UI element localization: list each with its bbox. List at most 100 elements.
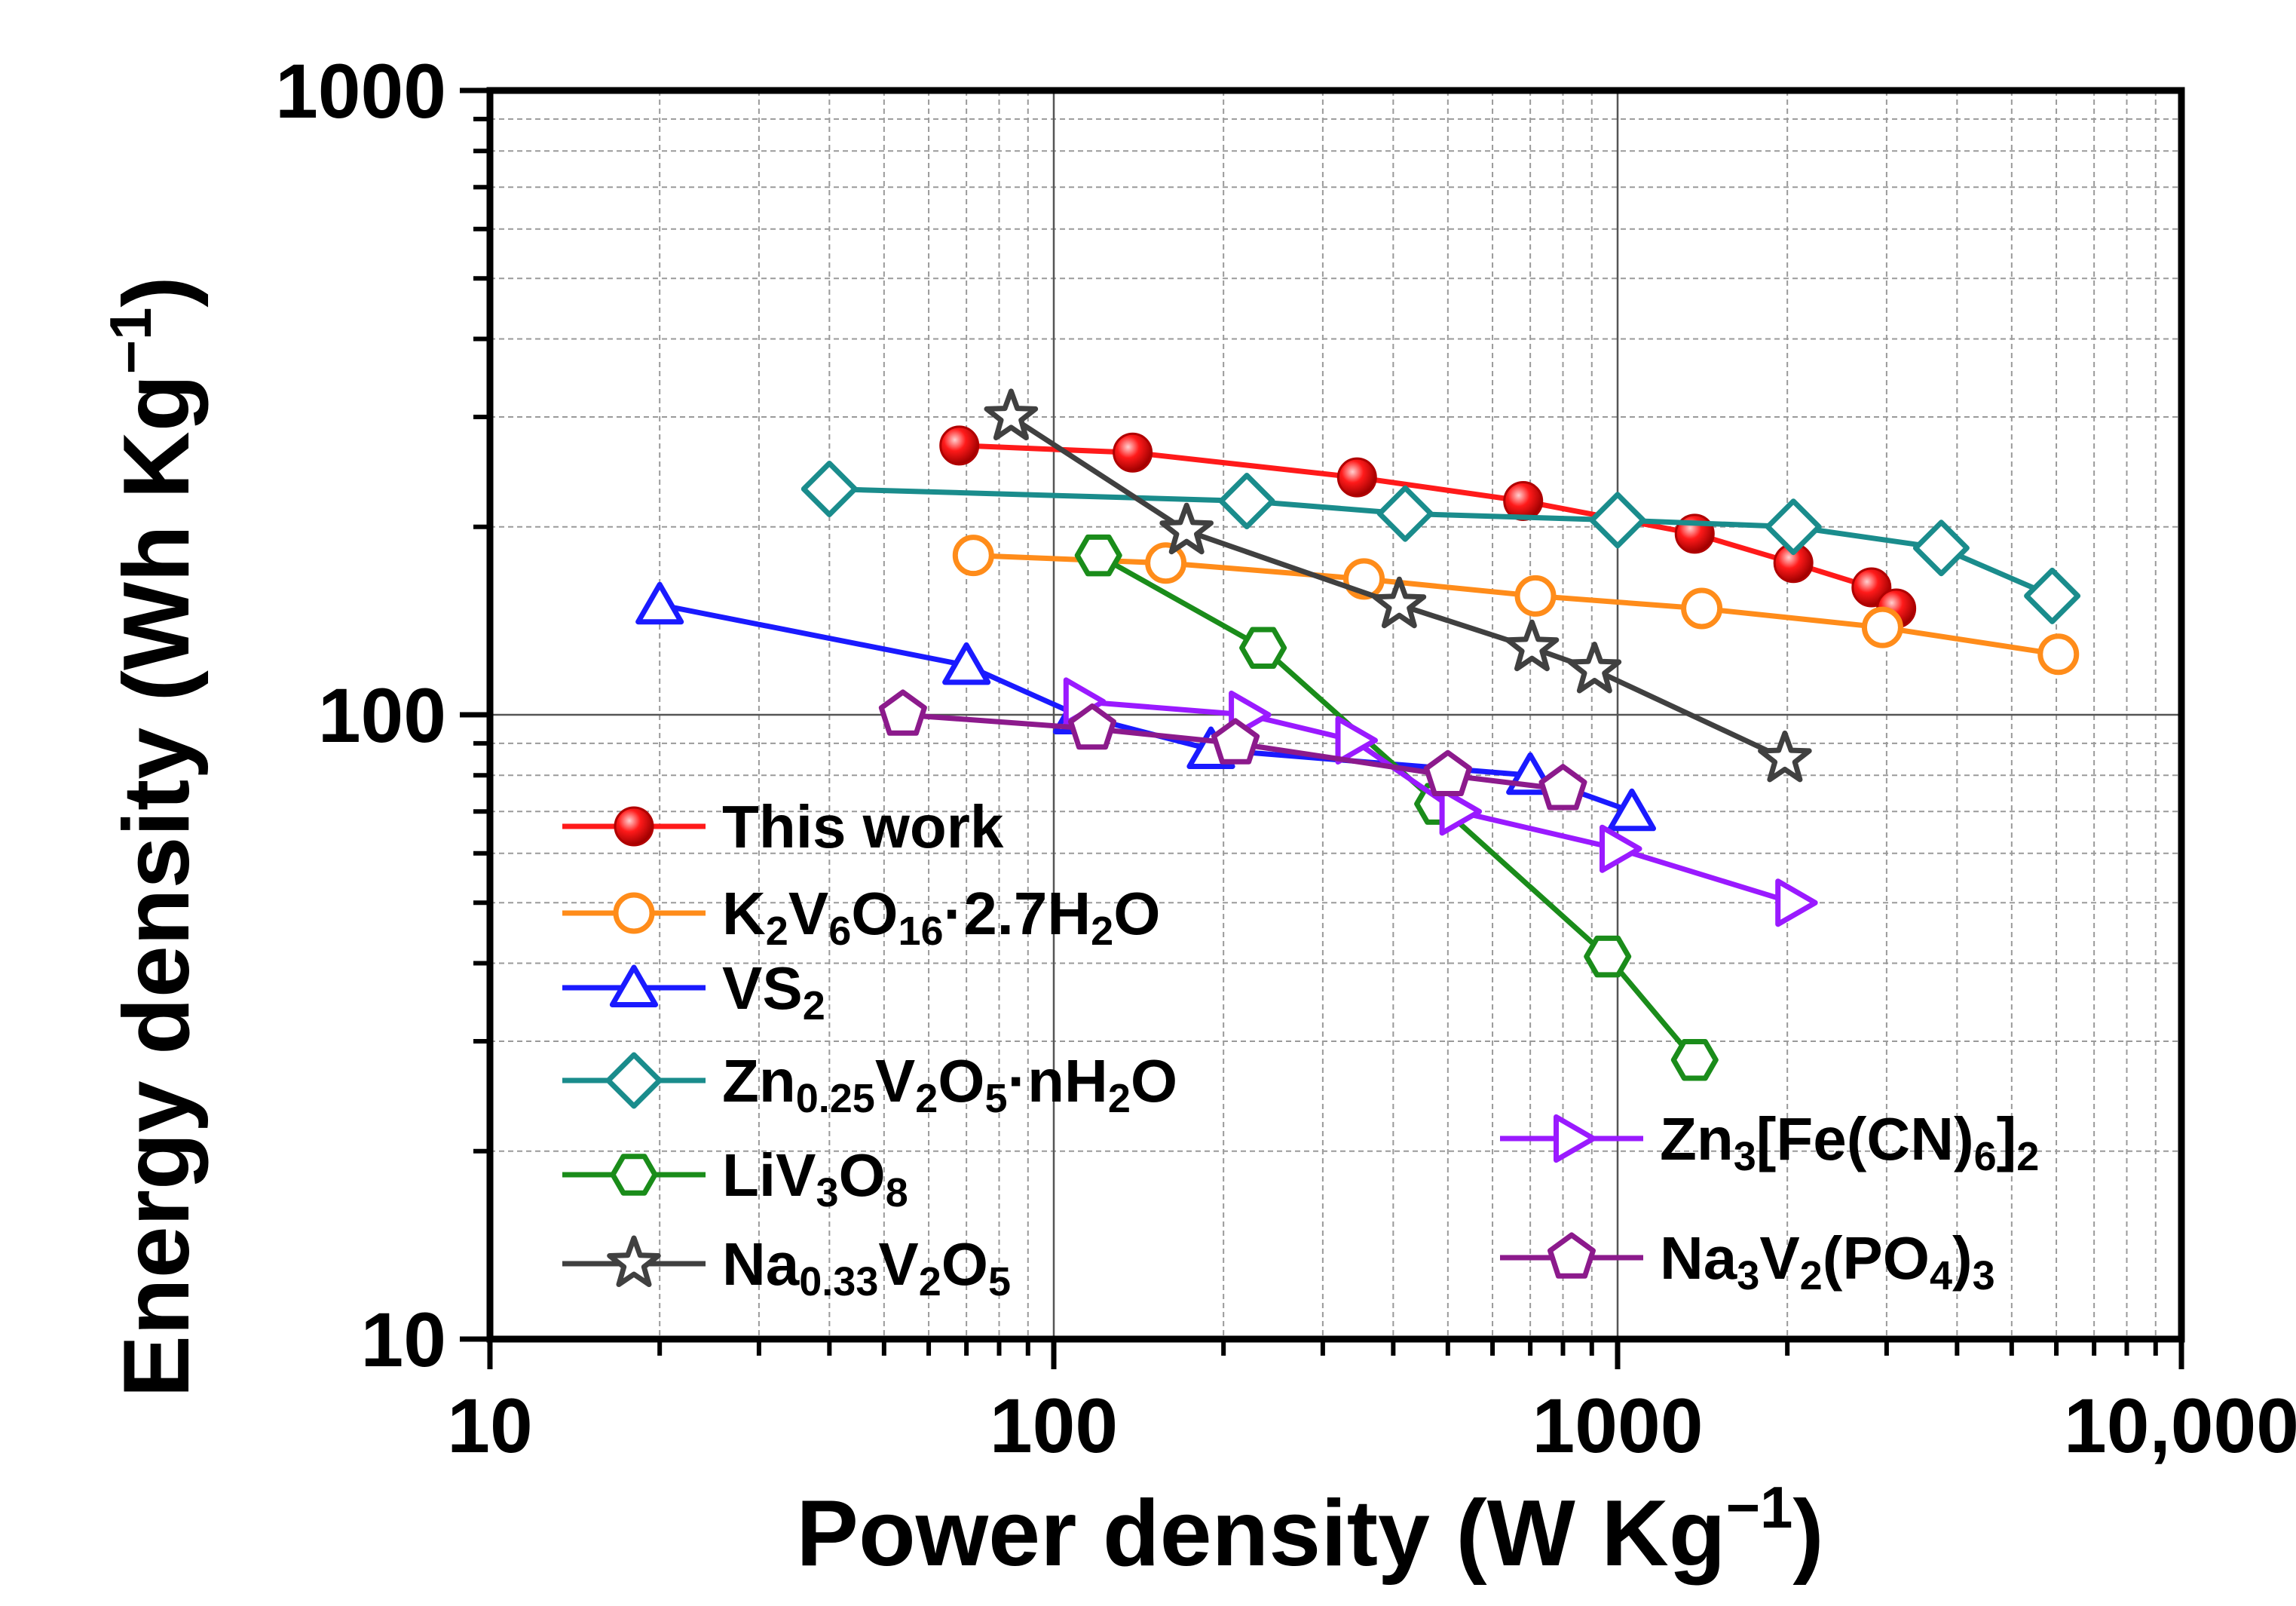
legend-item: Zn0.25V2O5·nH2O [562, 1047, 1177, 1121]
series-0-point [1336, 457, 1377, 498]
series-7-point [1068, 703, 1116, 750]
legend-label-part: 2 [1800, 1253, 1823, 1298]
series-3-point [2024, 567, 2081, 624]
y-axis-title-main: Energy density (Wh Kg [105, 375, 209, 1398]
legend-label-part: O [938, 1047, 984, 1114]
legend-label-part: 2 [1108, 1076, 1131, 1121]
series-1-point [1514, 575, 1557, 617]
legend-item: Zn3[Fe(CN)6]2 [1500, 1105, 2039, 1179]
series-6-point [1600, 824, 1642, 873]
series-3 [801, 461, 2081, 624]
legend-label-part: 0.33 [799, 1259, 878, 1304]
legend-label-part: K [722, 880, 766, 947]
y-tick-label: 1000 [275, 48, 446, 134]
legend-label-part: 3 [1737, 1253, 1759, 1298]
x-tick-label: 100 [990, 1383, 1118, 1469]
legend-sample-marker [605, 1052, 663, 1109]
series-4-point [1584, 935, 1632, 978]
series-7-point [1211, 718, 1260, 765]
legend-label-part: VS [722, 955, 803, 1022]
legend-label-part: 0.25 [796, 1076, 875, 1121]
legend-label-part: (PO [1823, 1224, 1930, 1292]
series-layer [635, 388, 2081, 1081]
legend-sample-marker [607, 1235, 661, 1287]
legend-label-part: [Fe(CN) [1756, 1105, 1974, 1172]
series-1-point [2037, 633, 2080, 676]
series-1 [952, 535, 2080, 676]
series-4-point [1239, 627, 1287, 669]
series-0-point [939, 425, 980, 466]
series-7 [878, 689, 1587, 811]
series-6-line [1081, 699, 1795, 906]
legend-label: LiV3O8 [722, 1142, 908, 1215]
y-tick-label: 100 [318, 673, 446, 759]
legend-label-part: 2 [1091, 909, 1113, 954]
legend-label: This work [722, 793, 1004, 860]
legend-label-part: O [941, 1231, 988, 1298]
legend-label-part: 16 [898, 909, 943, 954]
series-3-point [1218, 473, 1275, 529]
legend-item: VS2 [562, 955, 825, 1028]
legend-item: Na0.33V2O5 [562, 1231, 1011, 1304]
legend-label-part: 5 [984, 1076, 1007, 1121]
axes: 10 100 1000 10,000 10 100 1000 [275, 48, 2296, 1469]
legend-label: VS2 [722, 955, 825, 1028]
legend-label-part: 2 [2016, 1134, 2039, 1179]
x-tick-label: 1000 [1532, 1383, 1704, 1469]
legend-label-part: O [839, 1142, 886, 1209]
legend-label-part: ·nH [1008, 1047, 1108, 1114]
series-2-point [1607, 788, 1656, 832]
legend-label-part: 4 [1930, 1253, 1952, 1298]
series-5-point [1159, 502, 1214, 555]
legend-label-part: 6 [828, 909, 851, 954]
legend-item: This work [562, 793, 1004, 860]
series-3-point [1376, 485, 1434, 542]
series-1-point [952, 535, 994, 577]
legend-label-part: O [1131, 1047, 1177, 1114]
series-5-point [1758, 730, 1812, 783]
legend-label: Zn0.25V2O5·nH2O [722, 1047, 1177, 1121]
series-0-point [1503, 480, 1544, 521]
legend-label-part: V [878, 1231, 918, 1298]
legend-sample-marker [614, 806, 654, 847]
series-3-point [1912, 519, 1970, 577]
legend-label-part: Na [1660, 1224, 1737, 1292]
legend-label-part: Zn [1660, 1105, 1734, 1172]
series-4-point [1670, 1039, 1719, 1081]
series-6-point [1335, 716, 1378, 765]
legend-sample-marker [613, 892, 655, 934]
y-axis-title: Energy density (Wh Kg−1) [97, 276, 209, 1397]
legend-label-part: ·2.7H [944, 880, 1091, 947]
series-3-point [801, 461, 858, 517]
legend-label-part: 6 [1974, 1134, 1997, 1179]
legend-label-part: 2 [766, 909, 788, 954]
legend-label-part: ] [1997, 1105, 2017, 1172]
legend-label: Na3V2(PO4)3 [1660, 1224, 1995, 1298]
legend-sample-marker [1554, 1114, 1596, 1163]
series-6-point [1439, 787, 1483, 836]
legend-sample-marker [1548, 1232, 1596, 1279]
y-tick-label: 10 [361, 1297, 446, 1383]
legend-label-part: 2 [915, 1076, 938, 1121]
series-5-point [1505, 619, 1560, 672]
series-1-point [1681, 587, 1723, 630]
legend-label-part: 3 [1734, 1134, 1756, 1179]
series-0-point [1113, 432, 1153, 473]
legend-label-part: 3 [1973, 1253, 1995, 1298]
series-7-point [1538, 764, 1587, 811]
legend-label-part: 2 [919, 1259, 941, 1304]
legend: This workK2V6O16·2.7H2OVS2Zn0.25V2O5·nH2… [562, 793, 2039, 1304]
legend-label-part: O [1113, 880, 1160, 947]
legend-item: Na3V2(PO4)3 [1500, 1224, 1995, 1298]
x-axis-title-sup: −1 [1725, 1474, 1792, 1540]
series-0 [939, 425, 1917, 629]
series-2-point [942, 642, 991, 685]
legend-label: K2V6O16·2.7H2O [722, 880, 1160, 954]
legend-label-part: ) [1952, 1224, 1973, 1292]
legend-label-part: 2 [803, 983, 825, 1028]
x-tick-label: 10,000 [2064, 1383, 2296, 1469]
series-4-point [1074, 534, 1122, 577]
series-6-point [1775, 878, 1818, 927]
series-7-point [1423, 749, 1472, 796]
